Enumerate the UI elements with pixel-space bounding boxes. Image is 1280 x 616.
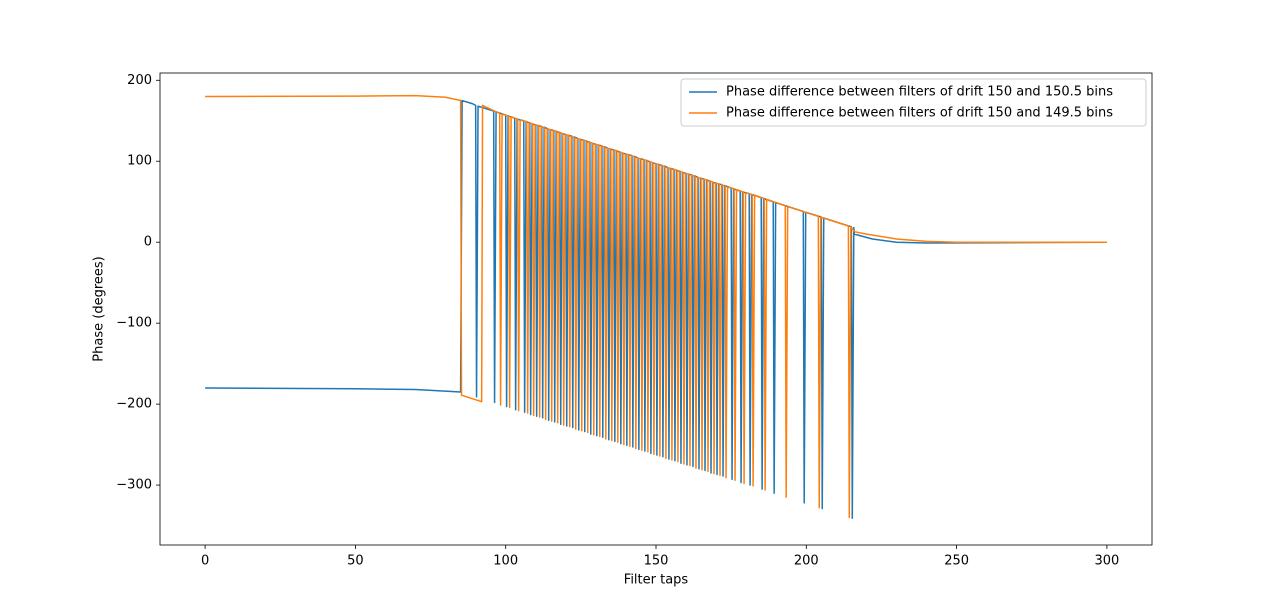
x-axis-label: Filter taps — [624, 573, 689, 588]
series-line — [205, 94, 1107, 519]
y-tick-label: −100 — [116, 316, 152, 331]
x-tick-label: 0 — [201, 554, 209, 569]
y-axis-label: Phase (degrees) — [92, 256, 107, 361]
x-tick-label: 150 — [644, 554, 669, 569]
y-tick-label: 0 — [144, 235, 152, 250]
plot-frame — [159, 72, 1153, 546]
legend-box — [680, 78, 1147, 127]
x-tick-label: 300 — [1094, 554, 1119, 569]
y-tick-label: −200 — [116, 397, 152, 412]
legend-label: Phase difference between filters of drif… — [726, 85, 1113, 100]
y-tick-label: −300 — [116, 478, 152, 493]
x-tick-label: 100 — [493, 554, 518, 569]
x-tick-label: 50 — [347, 554, 364, 569]
y-tick-label: 200 — [127, 73, 152, 88]
y-tick-label: 100 — [127, 154, 152, 169]
legend-label: Phase difference between filters of drif… — [726, 106, 1113, 121]
x-tick-label: 200 — [794, 554, 819, 569]
x-tick-label: 250 — [944, 554, 969, 569]
